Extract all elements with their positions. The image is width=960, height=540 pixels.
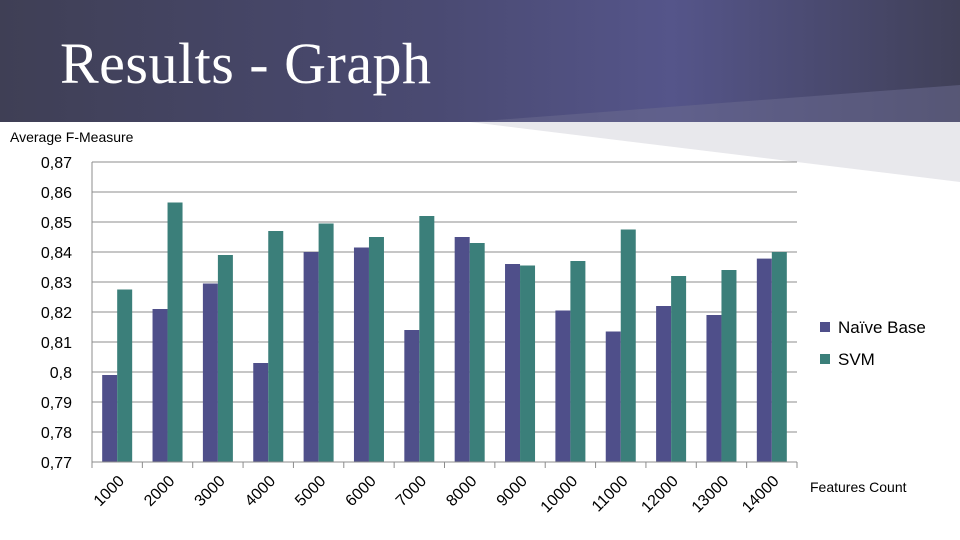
bar-svm	[520, 265, 536, 462]
x-tick-label: 2000	[141, 473, 178, 510]
x-tick-label: 4000	[242, 473, 279, 510]
bar-naive-base	[253, 363, 269, 462]
bar-naive-base	[756, 258, 772, 462]
y-tick-label: 0,78	[41, 425, 72, 442]
x-tick-label: 9000	[494, 473, 531, 510]
x-tick-label: 14000	[739, 473, 783, 517]
y-axis-title: Average F-Measure	[10, 129, 134, 145]
y-tick-label: 0,85	[41, 215, 72, 232]
y-tick-label: 0,82	[41, 305, 72, 322]
x-tick-label: 10000	[538, 473, 582, 517]
x-tick-labels: 1000 2000 3000 4000 5000 6000 7000 8000 9000 1000…	[91, 473, 783, 517]
bar-svm	[167, 202, 183, 462]
bar-svm	[721, 270, 737, 462]
legend-swatch	[820, 322, 830, 332]
bar-svm	[469, 243, 485, 462]
y-tick-label: 0,84	[41, 245, 72, 262]
slide-title: Results - Graph	[60, 31, 432, 96]
gridlines	[92, 161, 797, 463]
y-tick-label: 0,87	[41, 155, 72, 172]
y-tick-labels: 0,77 0,78 0,79 0,8 0,81 0,82 0,83 0,84 0,85 0,86 0…	[41, 155, 72, 472]
legend: Naïve Base SVM	[820, 318, 926, 369]
y-tick-label: 0,79	[41, 395, 72, 412]
y-tick-label: 0,83	[41, 275, 72, 292]
slide-corner-decoration	[470, 122, 960, 182]
y-tick-label: 0,77	[41, 455, 72, 472]
bar-naive-base	[656, 306, 672, 462]
bar-naive-base	[202, 283, 218, 462]
bar-svm	[318, 223, 334, 462]
x-tick-label: 1000	[91, 473, 128, 510]
bar-naive-base	[605, 331, 621, 462]
x-tick-label: 5000	[292, 473, 329, 510]
bar-naive-base	[404, 330, 420, 462]
bar-svm	[771, 252, 787, 462]
x-tick-label: 11000	[589, 473, 632, 516]
y-tick-label: 0,81	[41, 335, 72, 352]
bar-naive-base	[505, 264, 521, 462]
bar-naive-base	[102, 375, 118, 462]
bar-naive-base	[353, 247, 369, 462]
x-tick-label: 7000	[393, 473, 430, 510]
x-axis-title: Features Count	[810, 479, 907, 495]
legend-label: SVM	[838, 350, 875, 369]
bar-naive-base	[454, 237, 470, 462]
bar-svm	[620, 229, 636, 462]
x-tick-label: 12000	[638, 473, 682, 517]
bar-svm	[268, 231, 284, 462]
bar-svm	[217, 255, 233, 462]
x-tick-label: 8000	[443, 473, 480, 510]
bar-svm	[419, 216, 435, 462]
y-tick-label: 0,86	[41, 185, 72, 202]
bar-svm	[368, 237, 384, 462]
bar-naive-base	[303, 252, 319, 462]
bar-svm	[671, 276, 687, 462]
legend-label: Naïve Base	[838, 318, 926, 337]
axes	[91, 162, 798, 468]
legend-swatch	[820, 354, 830, 364]
bars	[102, 202, 787, 462]
x-tick-label: 13000	[689, 473, 733, 517]
bar-naive-base	[706, 315, 722, 462]
slide-header: Results - Graph	[0, 0, 960, 122]
header-swoosh-decoration	[470, 85, 960, 122]
bar-svm	[117, 289, 133, 462]
bar-naive-base	[555, 310, 571, 462]
bar-naive-base	[152, 309, 168, 462]
x-tick-label: 3000	[192, 473, 229, 510]
x-tick-label: 6000	[343, 473, 380, 510]
y-tick-label: 0,8	[50, 365, 72, 382]
bar-svm	[570, 261, 586, 462]
